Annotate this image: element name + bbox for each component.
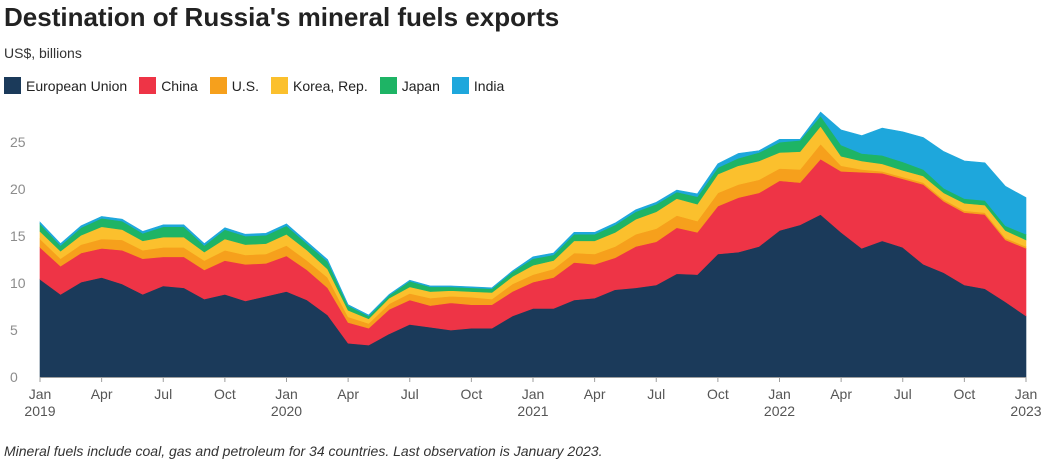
legend-swatch [4, 77, 21, 94]
x-tick-label: Oct [460, 386, 482, 402]
legend-swatch [379, 77, 397, 94]
x-tick-label: Jan [522, 386, 545, 402]
y-tick-label: 0 [10, 369, 18, 385]
legend-label: European Union [26, 77, 128, 94]
x-tick-label: Jul [154, 386, 172, 402]
area-series-india [39, 111, 1027, 317]
legend-swatch [209, 77, 227, 94]
legend-item: China [139, 77, 198, 94]
legend-label: India [473, 77, 505, 94]
legend-item: European Union [4, 77, 127, 94]
legend-swatch [139, 77, 157, 94]
legend-item: U.S. [209, 77, 260, 94]
y-tick-label: 10 [10, 275, 26, 291]
legend-swatch [271, 77, 289, 94]
chart-legend: European Union China U.S. Korea, Rep. Japan I… [4, 77, 516, 94]
x-tick-label: Jan [29, 386, 52, 402]
legend-label: U.S. [231, 77, 260, 94]
x-tick-label: Jul [401, 386, 419, 402]
legend-item: Japan [379, 77, 440, 94]
x-tick-label: Jan [1015, 386, 1038, 402]
y-tick-label: 5 [10, 322, 18, 338]
x-tick-label: Jan [275, 386, 298, 402]
x-tick-label: Jul [647, 386, 665, 402]
x-tick-label: Jan [768, 386, 791, 402]
x-tick-label: Apr [91, 386, 113, 402]
x-tick-label: Apr [584, 386, 606, 402]
legend-label: China [161, 77, 198, 94]
legend-item: India [451, 77, 505, 94]
x-tick-year-label: 2023 [1010, 403, 1041, 419]
chart-subtitle: US$, billions [4, 45, 82, 61]
x-tick-year-label: 2022 [764, 403, 795, 419]
x-tick-label: Apr [830, 386, 852, 402]
y-tick-label: 25 [10, 134, 26, 150]
y-tick-label: 20 [10, 181, 26, 197]
x-tick-label: Jul [894, 386, 912, 402]
x-tick-year-label: 2021 [517, 403, 548, 419]
x-tick-label: Oct [953, 386, 975, 402]
x-tick-label: Oct [214, 386, 236, 402]
y-tick-label: 15 [10, 228, 26, 244]
x-tick-label: Apr [337, 386, 359, 402]
legend-swatch [451, 77, 469, 94]
legend-item: Korea, Rep. [271, 77, 368, 94]
chart-footnote: Mineral fuels include coal, gas and petr… [4, 443, 603, 459]
area-layers [39, 111, 1027, 378]
legend-label: Korea, Rep. [293, 77, 368, 94]
legend-label: Japan [401, 77, 440, 94]
x-tick-year-label: 2020 [271, 403, 302, 419]
x-tick-label: Oct [707, 386, 729, 402]
x-tick-year-label: 2019 [24, 403, 55, 419]
chart-title: Destination of Russia's mineral fuels ex… [4, 2, 560, 32]
